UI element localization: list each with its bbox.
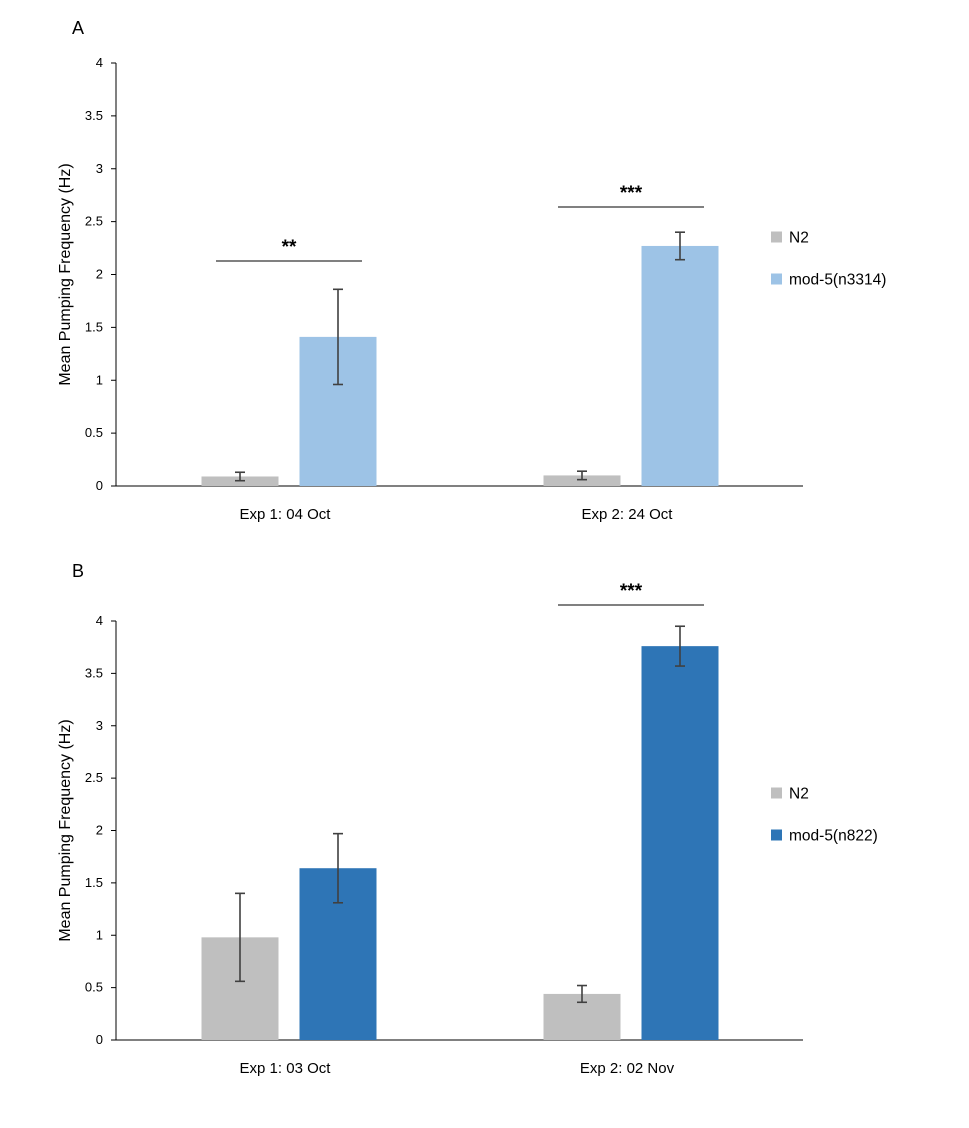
legend-swatch xyxy=(771,787,782,799)
y-tick-label: 4 xyxy=(96,55,103,70)
y-tick-label: 3 xyxy=(96,718,103,733)
x-category-label: Exp 1: 04 Oct xyxy=(240,506,332,523)
x-category-label: Exp 2: 24 Oct xyxy=(582,506,674,523)
y-tick-label: 2 xyxy=(96,267,103,282)
panel-letter: A xyxy=(72,18,84,38)
legend-label: mod-5(n822) xyxy=(789,828,878,845)
y-tick-label: 1.5 xyxy=(85,875,103,890)
x-category-label: Exp 2: 02 Nov xyxy=(580,1060,675,1077)
y-axis-label: Mean Pumping Frequency (Hz) xyxy=(57,163,74,385)
significance-marker: *** xyxy=(620,183,643,204)
panel-a: A 0 0.5 1 1.5 2 2.5 3 3.5 4 Mean Pumping Frequency… xyxy=(57,18,886,523)
y-tick-label: 2.5 xyxy=(85,214,103,229)
legend-swatch xyxy=(771,273,782,285)
y-tick-label: 3.5 xyxy=(85,108,103,123)
x-category-label: Exp 1: 03 Oct xyxy=(240,1060,332,1077)
y-tick-label: 1.5 xyxy=(85,319,103,334)
legend-label: mod-5(n3314) xyxy=(789,272,886,289)
y-tick-label: 0 xyxy=(96,1032,103,1047)
bar-mod-5-n822--2 xyxy=(641,646,719,1040)
y-tick-label: 2.5 xyxy=(85,770,103,785)
legend-swatch xyxy=(771,829,782,841)
y-tick-label: 0 xyxy=(96,478,103,493)
y-tick-label: 2 xyxy=(96,823,103,838)
y-tick-label: 3 xyxy=(96,161,103,176)
significance-marker: ** xyxy=(282,237,297,258)
legend-label: N2 xyxy=(789,230,809,247)
panel-b: B 0 0.5 1 1.5 2 2.5 3 3.5 4 Mean Pumping Frequency… xyxy=(57,561,878,1077)
legend-swatch xyxy=(771,231,782,243)
bar-n2-2 xyxy=(543,475,621,486)
y-tick-label: 1 xyxy=(96,372,103,387)
y-tick-label: 0.5 xyxy=(85,425,103,440)
y-tick-label: 1 xyxy=(96,927,103,942)
bar-mod-5-n3314--2 xyxy=(641,245,719,486)
legend-label: N2 xyxy=(789,786,809,803)
y-tick-label: 0.5 xyxy=(85,980,103,995)
y-tick-label: 3.5 xyxy=(85,665,103,680)
y-axis-label: Mean Pumping Frequency (Hz) xyxy=(57,719,74,941)
significance-marker: *** xyxy=(620,581,643,602)
panel-letter: B xyxy=(72,561,84,581)
y-tick-label: 4 xyxy=(96,613,103,628)
